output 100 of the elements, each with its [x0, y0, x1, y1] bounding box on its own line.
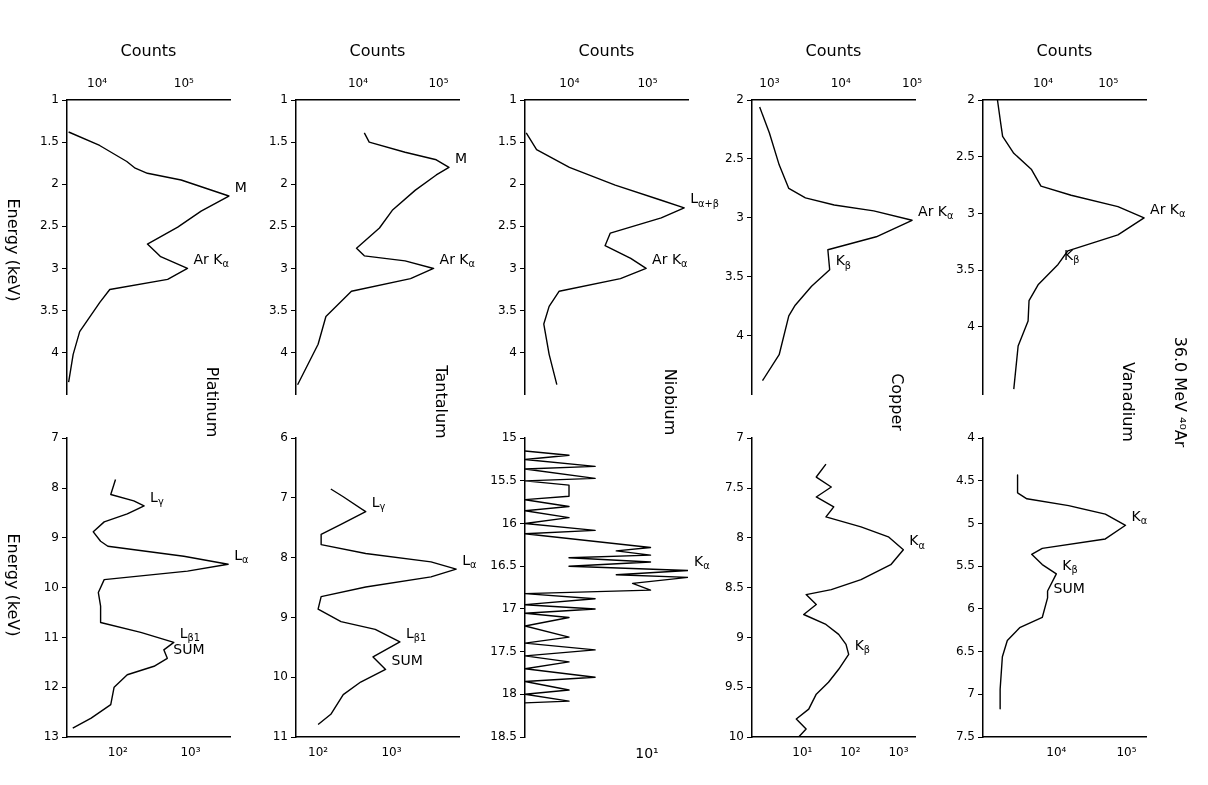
- y-tick-label: 6: [967, 601, 975, 616]
- y-tick-label: 9.5: [724, 679, 744, 694]
- x-axis-title: Counts: [805, 40, 862, 60]
- y-tick-label: 2.5: [955, 148, 975, 163]
- y-tick-label: 4: [509, 344, 517, 359]
- y-tick-label: 9: [736, 629, 744, 644]
- text: Copper: [887, 373, 907, 431]
- y-tick-label: 1: [509, 92, 517, 107]
- y-axis-title: Energy (keV): [3, 198, 23, 302]
- x-tick-label: 10⁵: [1116, 745, 1137, 760]
- y-tick-label: 2: [967, 92, 975, 107]
- x-tick-label: 10⁵: [173, 75, 195, 90]
- x-tick-label: 10⁴: [1046, 745, 1067, 760]
- y-tick-label: 3: [280, 260, 288, 275]
- y-tick-label: 4: [51, 344, 59, 359]
- y-tick-label: 10: [272, 669, 288, 684]
- x-tick-label: 10⁵: [902, 75, 923, 90]
- y-tick-label: 1.5: [268, 134, 288, 149]
- y-tick-label: 15: [501, 430, 517, 445]
- text: Tantalum: [431, 365, 451, 439]
- y-tick-label: 2.5: [268, 218, 288, 233]
- y-axis-title: Energy (keV): [3, 533, 23, 637]
- x-axis-title: Counts: [578, 40, 635, 60]
- y-tick-label: 7: [967, 686, 975, 701]
- y-tick-label: 11: [43, 629, 59, 644]
- x-tick-label: 10⁴: [1032, 75, 1054, 90]
- y-tick-label: 16: [501, 515, 517, 530]
- x-axis-title: Counts: [120, 40, 177, 60]
- y-tick-label: 7.5: [955, 729, 975, 744]
- y-tick-label: 3.5: [497, 302, 517, 317]
- y-tick-label: 17: [501, 601, 517, 616]
- annotation: SUM: [391, 652, 423, 669]
- y-tick-label: 2.5: [39, 218, 59, 233]
- y-tick-label: 6.5: [955, 643, 975, 658]
- y-tick-label: 8.5: [724, 579, 744, 594]
- y-tick-label: 1.5: [39, 134, 59, 149]
- y-tick-label: 11: [272, 729, 288, 744]
- x-tick-label: 10²: [308, 745, 329, 760]
- y-tick-label: 9: [51, 529, 59, 544]
- y-tick-label: 1: [280, 92, 288, 107]
- x-axis-title: Counts: [349, 40, 406, 60]
- x-tick-label: 10³: [381, 745, 402, 760]
- y-tick-label: 3: [509, 260, 517, 275]
- y-tick-label: 3.5: [955, 262, 975, 277]
- y-tick-label: 4: [736, 327, 744, 342]
- x-axis-title: Counts: [1036, 40, 1093, 60]
- y-tick-label: 5.5: [955, 558, 975, 573]
- text: Platinum: [202, 366, 222, 438]
- y-tick-label: 5: [967, 515, 975, 530]
- y-tick-label: 10: [43, 579, 59, 594]
- y-tick-label: 1.5: [497, 134, 517, 149]
- y-tick-label: 7: [736, 430, 744, 445]
- x-tick-label: 10⁵: [428, 75, 449, 90]
- y-tick-label: 2: [51, 176, 59, 191]
- y-tick-label: 16.5: [490, 558, 517, 573]
- y-tick-label: 3: [51, 260, 59, 275]
- y-tick-label: 2: [280, 176, 288, 191]
- y-tick-label: 8: [280, 549, 288, 564]
- y-tick-label: 13: [43, 729, 59, 744]
- y-tick-label: 17.5: [490, 643, 517, 658]
- y-tick-label: 4: [280, 344, 288, 359]
- y-tick-label: 1: [51, 92, 59, 107]
- y-tick-label: 3.5: [39, 302, 59, 317]
- y-tick-label: 18: [501, 686, 517, 701]
- text: Vanadium: [1118, 362, 1138, 442]
- y-tick-label: 3.5: [724, 269, 744, 284]
- x-tick-label: 10³: [180, 745, 201, 760]
- y-tick-label: 15.5: [490, 473, 517, 488]
- x-tick-label: 10⁴: [347, 75, 369, 90]
- y-tick-label: 3.5: [268, 302, 288, 317]
- x-tick-label: 10⁵: [1098, 75, 1119, 90]
- y-tick-label: 7.5: [724, 480, 744, 495]
- x-tick-label: 10⁴: [87, 75, 108, 90]
- annotation: SUM: [1053, 580, 1085, 597]
- text: Niobium: [660, 368, 680, 436]
- y-tick-label: 9: [280, 609, 288, 624]
- x-tick-label: 10¹: [792, 745, 813, 760]
- y-tick-label: 4: [967, 318, 975, 333]
- x-tick-label: 10⁵: [637, 75, 658, 90]
- y-tick-label: 18.5: [490, 729, 517, 744]
- y-tick-label: 10: [728, 729, 744, 744]
- y-tick-label: 3: [967, 205, 975, 220]
- y-tick-label: 12: [43, 679, 59, 694]
- y-tick-label: 3: [736, 210, 744, 225]
- y-tick-label: 7: [280, 490, 288, 505]
- y-tick-label: 4.5: [955, 473, 975, 488]
- annotation: M: [454, 150, 468, 167]
- y-tick-label: 2.5: [497, 218, 517, 233]
- x-tick-label: 10⁴: [559, 75, 580, 90]
- y-tick-label: 2: [736, 92, 744, 107]
- text: 36.0 MeV ⁴⁰Ar: [1170, 336, 1190, 448]
- y-tick-label: 7: [51, 430, 59, 445]
- x-tick-label: 10²: [840, 745, 861, 760]
- x-tick-label: 10³: [759, 75, 780, 90]
- y-tick-label: 6: [280, 430, 288, 445]
- y-tick-label: 8: [51, 480, 59, 495]
- x-tick-label: 10³: [888, 745, 909, 760]
- x-tick-label: 10⁴: [830, 75, 851, 90]
- annotation: M: [234, 178, 247, 195]
- y-tick-label: 2.5: [724, 151, 744, 166]
